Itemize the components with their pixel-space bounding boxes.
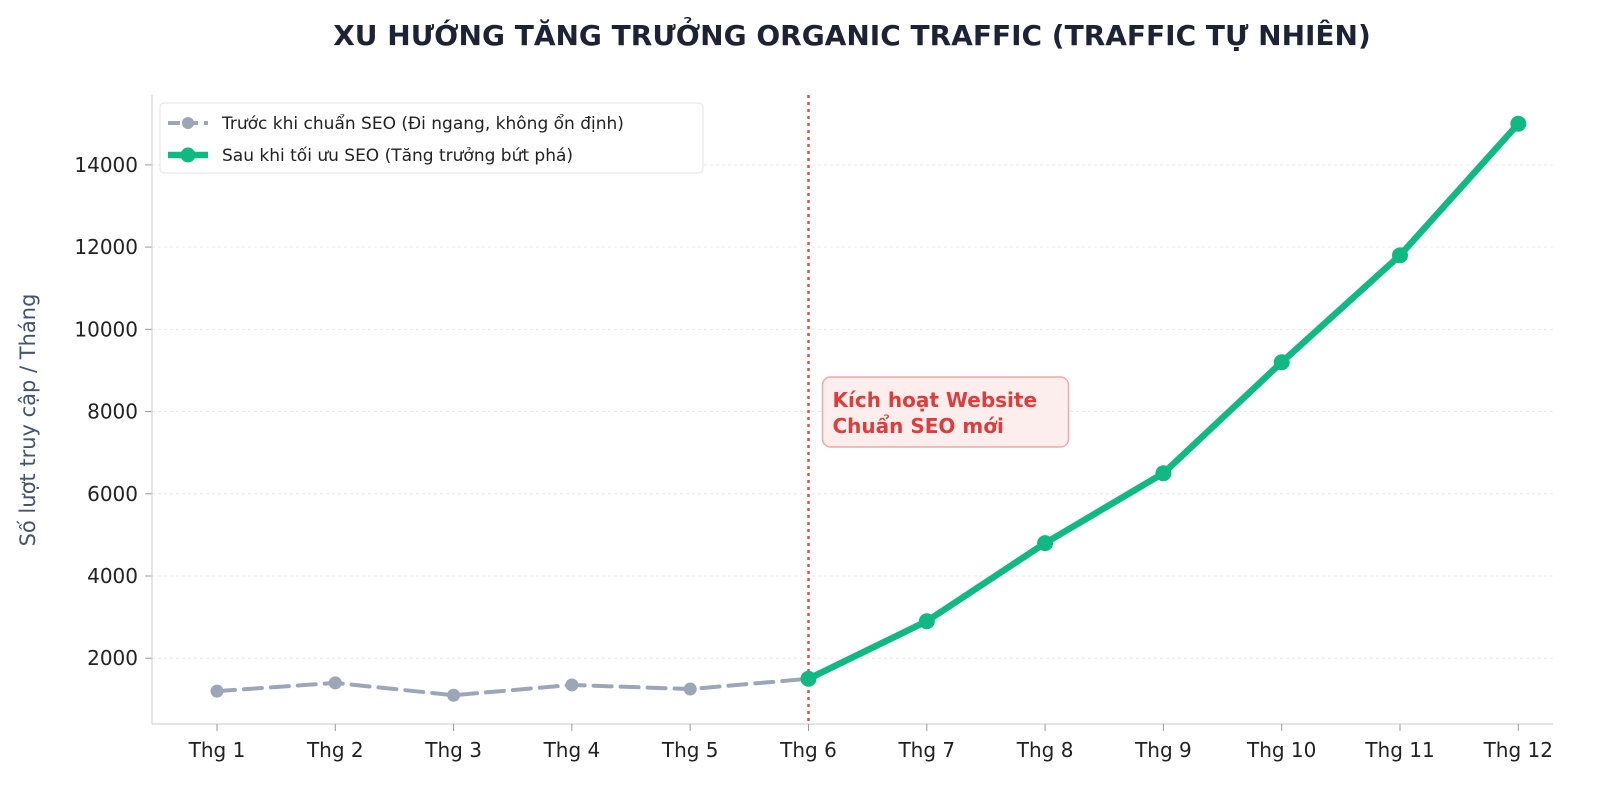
legend-before-label: Trước khi chuẩn SEO (Đi ngang, không ổn …: [221, 113, 624, 134]
y-tick-label: 4000: [87, 564, 138, 588]
annotation-text-line: Chuẩn SEO mới: [833, 414, 1004, 438]
x-tick-label: Thg 3: [424, 738, 482, 762]
series-before-point: [210, 684, 224, 698]
y-tick-label: 2000: [87, 646, 138, 670]
series-after-point: [800, 670, 817, 687]
legend-after-label: Sau khi tối ưu SEO (Tăng trưởng bứt phá): [222, 145, 573, 166]
x-tick-label: Thg 12: [1483, 738, 1553, 762]
x-tick-label: Thg 9: [1134, 738, 1192, 762]
x-tick-label: Thg 7: [897, 738, 955, 762]
series-after-point: [1392, 247, 1408, 264]
legend-after-marker: [180, 147, 196, 163]
legend-box: [159, 102, 704, 174]
legend-before-marker: [182, 117, 194, 129]
series-lines: [210, 115, 1527, 702]
series-before-point: [447, 688, 461, 702]
annotation-text-line: Kích hoạt Website: [833, 388, 1038, 412]
x-tick-label: Thg 8: [1016, 738, 1074, 762]
y-tick-label: 6000: [87, 482, 138, 506]
y-tick-label: 12000: [74, 235, 138, 259]
y-tick-label: 14000: [74, 153, 138, 177]
x-tick-label: Thg 11: [1364, 738, 1434, 762]
x-tick-label: Thg 6: [779, 738, 837, 762]
series-before-point: [328, 676, 342, 690]
y-tick-label: 8000: [87, 400, 138, 424]
series-after-point: [1037, 535, 1054, 552]
series-after-point: [1155, 465, 1172, 482]
axes: [145, 95, 1553, 731]
y-tick-labels: 2000 4000 6000 8000 10000 12000 14000: [74, 153, 138, 670]
legend: Trước khi chuẩn SEO (Đi ngang, không ổn …: [159, 102, 704, 174]
x-tick-label: Thg 1: [188, 738, 246, 762]
x-tick-label: Thg 10: [1246, 738, 1316, 762]
annotation-box: [821, 376, 1070, 448]
series-after-point: [1273, 354, 1290, 371]
chart-title: XU HƯỚNG TĂNG TRƯỞNG ORGANIC TRAFFIC (TR…: [333, 14, 1371, 52]
series-before-point: [683, 682, 697, 696]
series-after-point: [918, 613, 935, 630]
x-tick-label: Thg 4: [543, 738, 601, 762]
series-before-line: [215, 676, 811, 698]
x-tick-label: Thg 5: [661, 738, 719, 762]
x-tick-label: Thg 2: [306, 738, 364, 762]
x-tick-labels: Thg 1 Thg 2 Thg 3 Thg 4 Thg 5 Thg 6 Thg 7 Thg 8…: [188, 738, 1553, 762]
y-axis-label: Số lượt truy cập / Tháng: [16, 294, 40, 547]
y-tick-label: 10000: [74, 317, 138, 341]
series-after-point: [1510, 115, 1527, 132]
series-before-point: [565, 678, 579, 692]
